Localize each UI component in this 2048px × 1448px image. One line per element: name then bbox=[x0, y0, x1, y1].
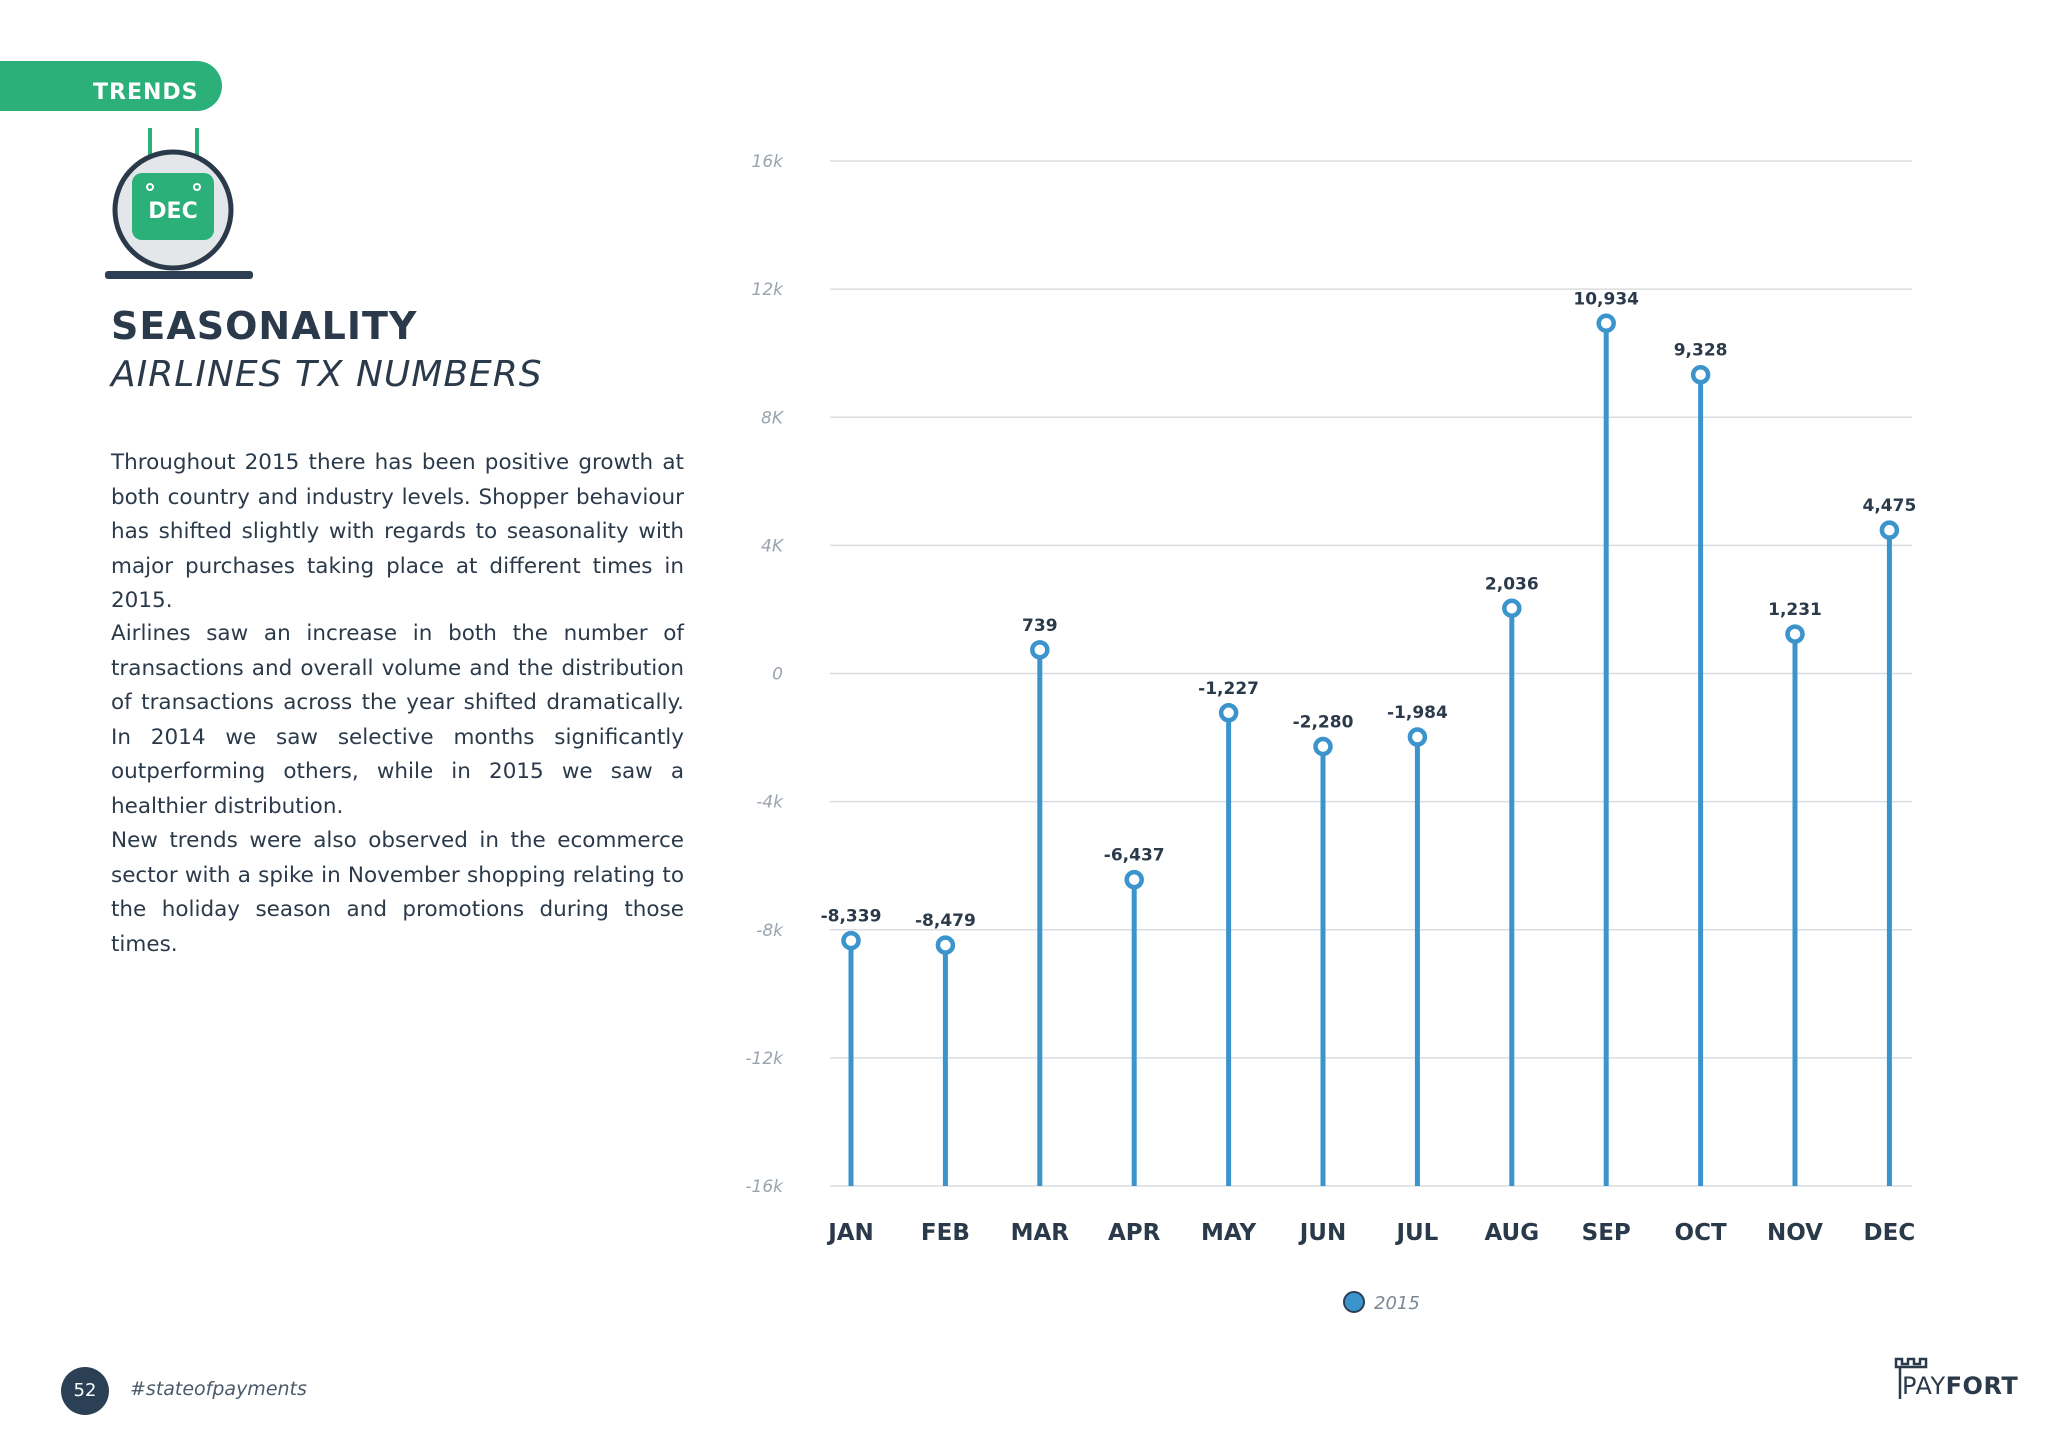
section-tab-label: TRENDS bbox=[93, 80, 199, 105]
x-tick-label-nov: NOV bbox=[1767, 1220, 1823, 1246]
data-label-nov: 1,231 bbox=[1768, 600, 1822, 620]
data-label-jul: -1,984 bbox=[1387, 703, 1448, 723]
x-tick-label-apr: APR bbox=[1108, 1220, 1161, 1246]
point-jun bbox=[1313, 736, 1333, 757]
page-number: 52 bbox=[61, 1367, 109, 1415]
data-label-apr: -6,437 bbox=[1104, 846, 1165, 866]
x-tick-label-jan: JAN bbox=[826, 1220, 874, 1246]
y-tick-label: 4K bbox=[761, 536, 785, 556]
calendar-icon: DEC bbox=[105, 128, 253, 279]
y-tick-label: 16k bbox=[752, 152, 785, 172]
legend-marker bbox=[1343, 1291, 1365, 1313]
point-sep bbox=[1596, 313, 1616, 334]
y-tick-label: -12k bbox=[745, 1049, 784, 1069]
calendar-month-label: DEC bbox=[148, 199, 197, 224]
data-label-mar: 739 bbox=[1022, 616, 1058, 636]
x-tick-label-mar: MAR bbox=[1011, 1220, 1070, 1246]
payfort-logo-icon bbox=[1894, 1357, 1928, 1399]
page-subtitle: AIRLINES TX NUMBERS bbox=[111, 354, 543, 395]
data-label-may: -1,227 bbox=[1198, 679, 1259, 699]
chart-data-labels: -8,339 -8,479 739 -6,437 -1,227 -2,280 -1,984 2… bbox=[821, 289, 1917, 931]
y-tick-label: 12k bbox=[752, 280, 785, 300]
point-may bbox=[1218, 703, 1239, 723]
chart-legend: 2015 bbox=[1343, 1291, 1420, 1314]
x-tick-label-may: MAY bbox=[1201, 1220, 1256, 1246]
point-apr bbox=[1124, 869, 1144, 890]
body-paragraph-2: Airlines saw an increase in both the num… bbox=[111, 621, 684, 819]
x-tick-label-sep: SEP bbox=[1582, 1220, 1631, 1246]
legend-label: 2015 bbox=[1374, 1293, 1420, 1314]
point-jan bbox=[841, 930, 861, 951]
x-tick-label-feb: FEB bbox=[921, 1220, 970, 1246]
point-aug bbox=[1502, 598, 1522, 619]
x-tick-label-dec: DEC bbox=[1864, 1220, 1916, 1246]
x-tick-label-oct: OCT bbox=[1675, 1220, 1727, 1246]
data-label-jun: -2,280 bbox=[1293, 713, 1354, 733]
data-label-feb: -8,479 bbox=[915, 911, 976, 931]
point-oct bbox=[1690, 364, 1711, 385]
page-title: SEASONALITY bbox=[111, 304, 418, 348]
brand-light: PAY bbox=[1902, 1372, 1946, 1400]
data-label-jan: -8,339 bbox=[821, 907, 882, 927]
point-nov bbox=[1785, 624, 1805, 644]
y-axis-ticks: 16k 12k 8K 4K 0 -4k -8k -12k -16k bbox=[745, 152, 784, 1197]
footer-hashtag: #stateofpayments bbox=[130, 1378, 307, 1400]
x-tick-label-jul: JUL bbox=[1394, 1220, 1438, 1246]
brand-bold: FORT bbox=[1945, 1372, 2019, 1400]
data-label-sep: 10,934 bbox=[1573, 289, 1639, 309]
x-axis-ticks: JAN FEB MAR APR MAY JUN JUL AUG SEP OCT NOV DEC bbox=[826, 1220, 1915, 1246]
body-paragraph-1: Throughout 2015 there has been positive … bbox=[111, 450, 684, 613]
x-tick-label-jun: JUN bbox=[1298, 1220, 1346, 1246]
point-feb bbox=[935, 935, 956, 955]
chart-points bbox=[841, 313, 1900, 955]
data-label-dec: 4,475 bbox=[1863, 496, 1917, 516]
point-mar bbox=[1030, 640, 1050, 660]
x-tick-label-aug: AUG bbox=[1484, 1220, 1539, 1246]
data-label-aug: 2,036 bbox=[1485, 574, 1539, 594]
body-paragraph-3: New trends were also observed in the eco… bbox=[111, 828, 684, 957]
y-tick-label: -16k bbox=[745, 1177, 784, 1197]
data-label-oct: 9,328 bbox=[1674, 341, 1728, 361]
y-tick-label: -8k bbox=[756, 921, 784, 941]
payfort-logo-text: PAYFORT bbox=[1902, 1372, 2018, 1400]
y-tick-label: 0 bbox=[772, 665, 783, 685]
section-tab bbox=[0, 61, 222, 111]
point-jul bbox=[1407, 727, 1428, 747]
grid-lines bbox=[830, 160, 1912, 1187]
y-tick-label: -4k bbox=[756, 793, 784, 813]
y-tick-label: 8K bbox=[761, 408, 785, 428]
chart-stems bbox=[848, 323, 1892, 1186]
point-dec bbox=[1879, 520, 1900, 540]
